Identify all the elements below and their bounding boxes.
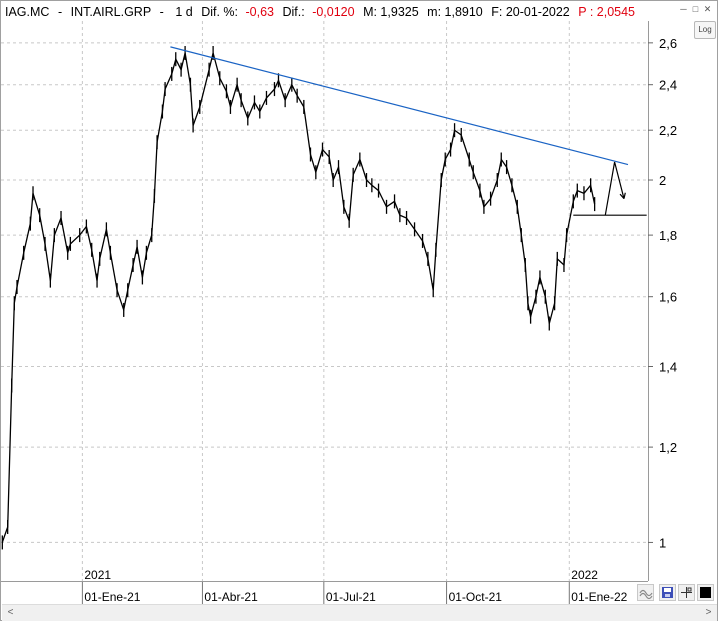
change-abs-value: -0,0120 (312, 5, 355, 19)
waves-icon[interactable] (637, 584, 654, 601)
close-button[interactable]: ✕ (703, 4, 712, 14)
scroll-left-arrow-icon[interactable]: < (7, 607, 14, 618)
price-chart[interactable]: 2021 2022 (1, 21, 648, 581)
window-controls: ─ □ ✕ (678, 3, 714, 18)
separator: - (159, 5, 164, 19)
log-scale-toggle[interactable]: Log (694, 21, 716, 39)
change-pct-value: -0,63 (245, 5, 274, 19)
y-tick-label: 2,2 (659, 123, 677, 138)
y-tick-label: 1,6 (659, 290, 677, 305)
x-tick-label: 01-Ene-22 (571, 590, 627, 604)
x-tick-label: 01-Oct-21 (449, 590, 503, 604)
chart-header: IAG.MC - INT.AIRL.GRP - 1 d Dif. %: -0,6… (5, 4, 635, 20)
price-axis[interactable]: 2,6 2,4 2,2 2 1,8 1,6 1,4 1,2 1 (648, 21, 718, 581)
y-tick-label: 1,4 (659, 360, 677, 375)
trendline[interactable] (170, 46, 629, 166)
change-pct-label: Dif. %: (201, 5, 238, 19)
scroll-right-arrow-icon[interactable]: > (705, 607, 712, 618)
price-line (1, 52, 596, 543)
price-value: P : 2,0545 (578, 5, 636, 19)
fill-square-icon[interactable] (697, 584, 714, 601)
separator: - (57, 5, 63, 19)
drawing-annotations[interactable] (170, 46, 647, 216)
y-tick-label: 1 (659, 535, 666, 550)
period-label: 1 d (175, 5, 193, 19)
y-tick-label: 1,2 (659, 440, 677, 455)
horizontal-scrollbar[interactable]: < > (2, 604, 717, 621)
low-value: m: 1,8910 (427, 5, 483, 19)
chart-toolbar (637, 584, 717, 602)
time-axis[interactable]: 01-Ene-21 01-Abr-21 01-Jul-21 01-Oct-21 01-E… (1, 581, 648, 605)
y-tick-label: 2,4 (659, 78, 677, 93)
price-series (1, 45, 596, 550)
year-label: 2021 (84, 568, 111, 581)
save-icon[interactable] (659, 584, 676, 601)
company-name: INT.AIRL.GRP (70, 5, 152, 19)
grid: 2021 2022 (1, 21, 648, 581)
x-tick-label: 01-Abr-21 (204, 590, 258, 604)
restore-button[interactable]: □ (692, 4, 699, 14)
date-value: F: 20-01-2022 (491, 5, 570, 19)
projection-arrow-icon (619, 192, 626, 200)
change-abs-label: Dif.: (282, 5, 305, 19)
projection-path[interactable] (604, 161, 625, 216)
x-tick-label: 01-Ene-21 (84, 590, 140, 604)
year-label: 2022 (571, 568, 598, 581)
minimize-button[interactable]: ─ (680, 4, 687, 14)
high-value: M: 1,9325 (363, 5, 419, 19)
crosshair-icon[interactable] (678, 584, 695, 601)
x-tick-label: 01-Jul-21 (326, 590, 376, 604)
symbol-label: IAG.MC (5, 5, 50, 19)
y-tick-label: 1,8 (659, 228, 677, 243)
y-tick-label: 2,6 (659, 36, 677, 51)
y-tick-label: 2 (659, 173, 666, 188)
